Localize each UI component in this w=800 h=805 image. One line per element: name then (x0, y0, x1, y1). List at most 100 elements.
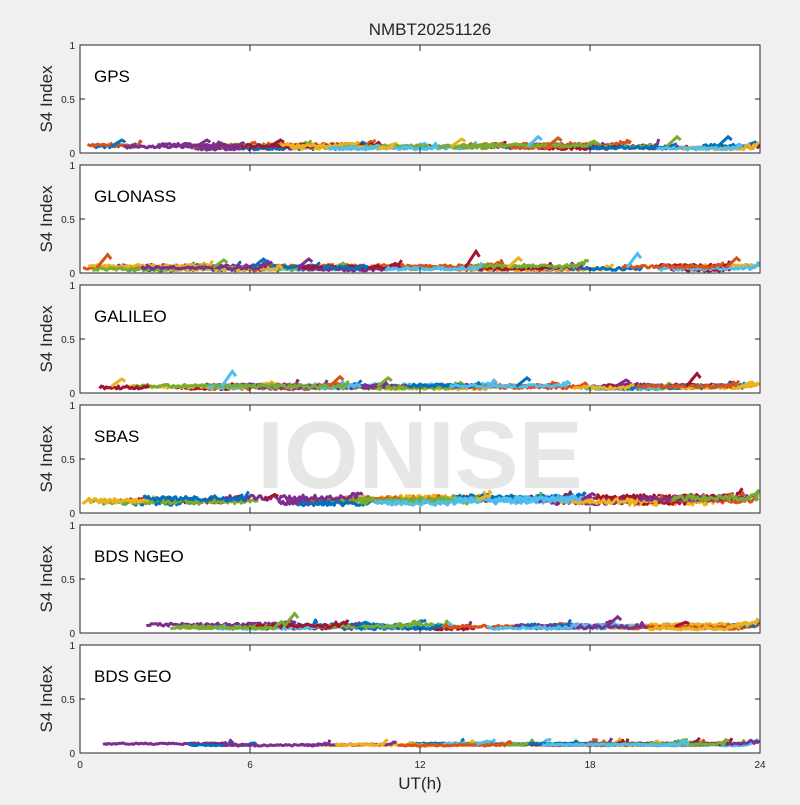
y-axis-label: S4 Index (37, 65, 56, 133)
panel-label: GLONASS (94, 187, 176, 206)
series-line (621, 261, 725, 270)
series-spike (110, 377, 127, 388)
panel-bds-geo: 0 0.5 1 0 6 12 18 24 BDS GEO S4 Index (37, 641, 766, 771)
series-line (142, 490, 250, 503)
series-line (81, 495, 157, 505)
y-tick-label: 1 (69, 521, 75, 532)
y-tick-label: 1 (69, 281, 75, 292)
axes-background (80, 285, 760, 393)
y-tick-label: 0.5 (61, 95, 75, 106)
panel-label: GALILEO (94, 307, 167, 326)
series-spike (476, 739, 492, 746)
y-axis-label: S4 Index (37, 545, 56, 613)
series-line (300, 259, 403, 271)
series-spike (110, 138, 127, 148)
axes-background (80, 45, 760, 153)
series-group (81, 487, 760, 508)
y-tick-label: 0 (69, 389, 75, 400)
series-spike (665, 134, 682, 148)
series-spike (450, 137, 467, 148)
series-line (263, 261, 321, 270)
x-tick-label: 6 (247, 760, 253, 771)
panel-bds-ngeo: 0 0.5 1 BDS NGEO S4 Index (37, 521, 761, 640)
series-spike (739, 380, 755, 388)
series-line (656, 142, 744, 152)
panel-label: BDS NGEO (94, 547, 184, 566)
series-line (671, 489, 760, 502)
series-spike (580, 491, 597, 502)
series-group (82, 248, 760, 273)
series-spike (354, 620, 370, 628)
series-spike (212, 258, 229, 269)
y-tick-label: 1 (69, 401, 75, 412)
y-tick-label: 0.5 (61, 575, 75, 586)
series-line (123, 141, 245, 150)
series-line (465, 259, 590, 270)
panel-label: SBAS (94, 427, 139, 446)
panel-glonass: 0 0.5 1 GLONASS S4 Index (37, 161, 761, 280)
series-spike (625, 251, 643, 269)
y-tick-label: 0.5 (61, 455, 75, 466)
series-group (102, 736, 760, 748)
x-tick-label: 0 (77, 760, 83, 771)
series-spike (506, 255, 523, 269)
series-spike (297, 257, 314, 269)
series-spike (195, 138, 212, 148)
x-tick-label: 24 (754, 760, 766, 771)
y-tick-label: 0.5 (61, 215, 75, 226)
y-tick-label: 0 (69, 509, 75, 520)
series-line (169, 620, 286, 631)
series-spike (725, 255, 742, 269)
series-line (477, 261, 554, 272)
series-group (86, 134, 760, 152)
series-line (648, 625, 734, 632)
series-line (373, 497, 480, 507)
panel-label: BDS GEO (94, 667, 171, 686)
axes-background (80, 645, 760, 753)
panels: 0 0.5 1 GPS S4 Index 0 0.5 1 GLONASS S4 Index 0 0.5… (37, 41, 766, 771)
series-line (327, 143, 380, 152)
series-line (334, 738, 389, 747)
x-tick-label: 18 (584, 760, 596, 771)
series-spike (733, 620, 750, 628)
series-spike (614, 378, 631, 388)
series-spike (220, 368, 238, 388)
panel-label: GPS (94, 67, 130, 86)
axes-background (80, 165, 760, 273)
series-line (322, 264, 369, 271)
series-line (397, 740, 513, 748)
series-line (486, 622, 579, 631)
y-axis-label: S4 Index (37, 185, 56, 253)
series-spike (674, 620, 690, 628)
series-line (242, 619, 350, 629)
y-tick-label: 0.5 (61, 695, 75, 706)
series-line (212, 380, 350, 390)
series-spike (464, 248, 481, 269)
series-spike (606, 614, 623, 628)
series-line (557, 495, 660, 505)
series-line (88, 260, 214, 270)
series-line (140, 259, 270, 271)
y-axis-label: S4 Index (37, 665, 56, 733)
panel-galileo: 0 0.5 1 GALILEO S4 Index (37, 281, 761, 400)
series-spike (476, 494, 492, 502)
series-line (572, 383, 636, 391)
y-tick-label: 0 (69, 149, 75, 160)
series-line (541, 739, 690, 747)
series-line (102, 738, 234, 746)
watermark-text: IONISE (257, 402, 582, 509)
y-tick-label: 0 (69, 269, 75, 280)
series-spike (515, 375, 532, 388)
series-spike (95, 252, 113, 269)
x-tick-label: 12 (414, 760, 426, 771)
axes-background (80, 525, 760, 633)
series-spike (376, 375, 393, 388)
y-tick-label: 1 (69, 161, 75, 172)
panel-sbas: 0 0.5 1 SBAS S4 Index (37, 401, 761, 520)
series-spike (251, 257, 268, 269)
series-line (452, 495, 586, 504)
series-spike (546, 135, 563, 148)
y-tick-label: 1 (69, 41, 75, 52)
series-spike (263, 492, 280, 502)
